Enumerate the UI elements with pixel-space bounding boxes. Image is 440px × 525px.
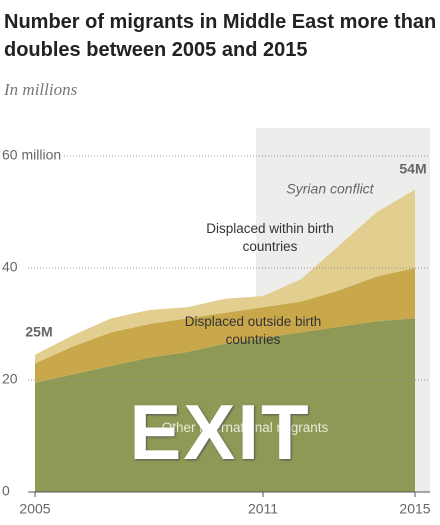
value-label: 54M: [399, 160, 426, 176]
area: [35, 268, 415, 383]
x-tick-label: 2015: [399, 501, 430, 517]
chart-title: Number of migrants in Middle East more t…: [4, 11, 437, 61]
x-tick-label: 2011: [248, 501, 278, 517]
chart-subtitle: In millions: [4, 80, 78, 99]
shade-label: Syrian conflict: [286, 181, 374, 197]
series-label: Other international migrants: [161, 420, 329, 435]
y-tick-label: 40: [2, 259, 18, 275]
series-label: Displaced within birth countries: [206, 221, 334, 254]
value-label: 25M: [25, 324, 52, 340]
area: [35, 189, 415, 364]
y-tick-label: 60 million: [2, 147, 61, 163]
y-tick-label: 20: [2, 371, 18, 387]
y-tick-label: 0: [2, 483, 10, 499]
series-label: Displaced outside birth countries: [184, 314, 322, 347]
x-tick-label: 2005: [19, 501, 50, 517]
exit-button[interactable]: EXIT: [129, 388, 311, 476]
area: [35, 318, 415, 492]
